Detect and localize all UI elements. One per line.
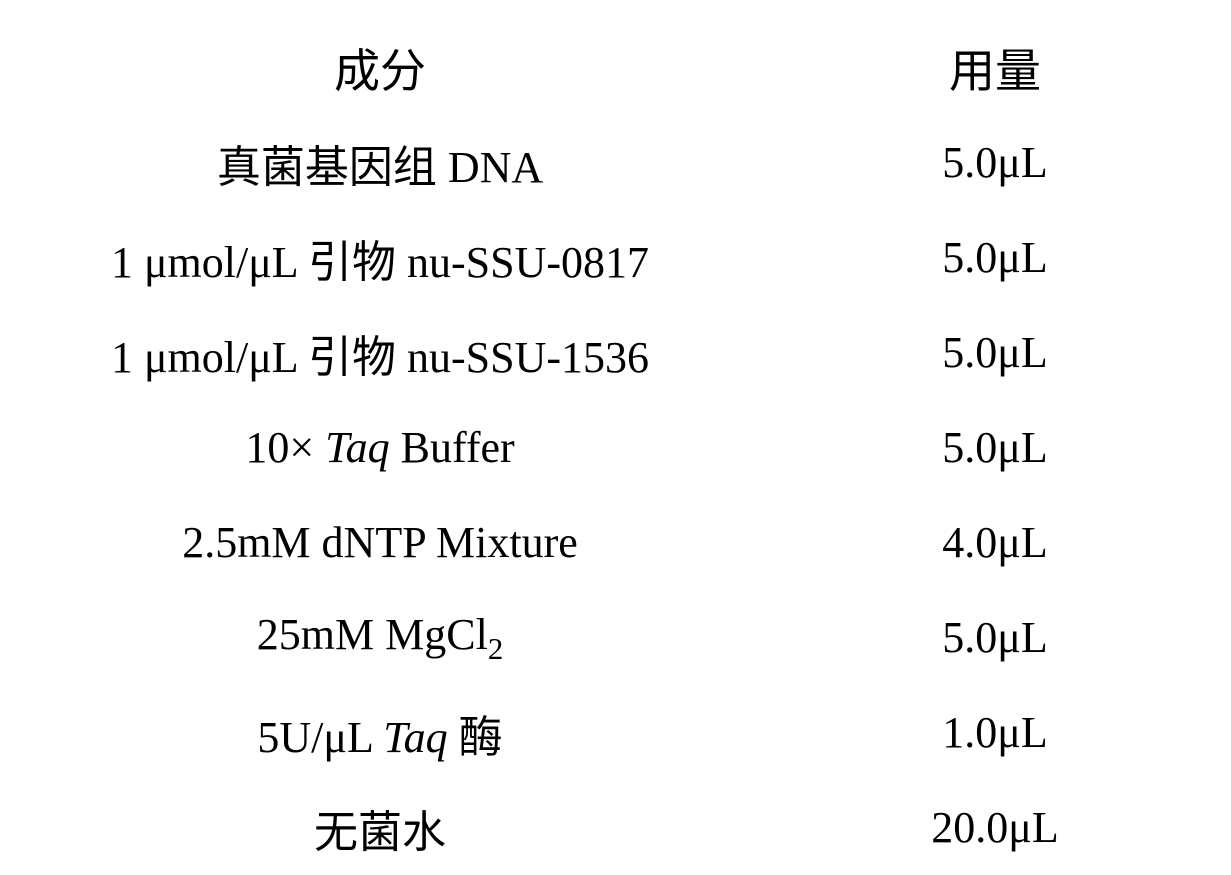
table-row: 5U/μL Taq 酶 1.0μL bbox=[0, 685, 1231, 780]
amount-cell: 5.0μL bbox=[760, 612, 1230, 663]
component-cell: 1 μmol/μL 引物 nu-SSU-1536 bbox=[0, 321, 760, 385]
component-cell: 10× Taq Buffer bbox=[0, 422, 760, 473]
component-cell: 5U/μL Taq 酶 bbox=[0, 701, 760, 765]
table-header-row: 成分 用量 bbox=[0, 20, 1231, 115]
component-prefix: 5U/μL bbox=[257, 713, 383, 762]
table-row: 无菌水 20.0μL bbox=[0, 780, 1231, 875]
amount-cell: 5.0μL bbox=[760, 137, 1230, 188]
amount-cell: 1.0μL bbox=[760, 707, 1230, 758]
table-row: 2.5mM dNTP Mixture 4.0μL bbox=[0, 495, 1231, 590]
component-italic: Taq bbox=[383, 713, 447, 762]
component-suffix: 酶 bbox=[448, 713, 503, 762]
amount-cell: 20.0μL bbox=[760, 802, 1230, 853]
component-subscript: 2 bbox=[488, 631, 503, 665]
amount-cell: 5.0μL bbox=[760, 422, 1230, 473]
amount-cell: 5.0μL bbox=[760, 327, 1230, 378]
component-suffix: Buffer bbox=[390, 423, 515, 472]
component-cell: 25mM MgCl2 bbox=[0, 609, 760, 667]
component-prefix: 10× bbox=[245, 423, 325, 472]
amount-cell: 5.0μL bbox=[760, 232, 1230, 283]
amount-cell: 4.0μL bbox=[760, 517, 1230, 568]
table-row: 25mM MgCl2 5.0μL bbox=[0, 590, 1231, 685]
component-cell: 1 μmol/μL 引物 nu-SSU-0817 bbox=[0, 226, 760, 290]
component-italic: Taq bbox=[325, 423, 389, 472]
table-row: 10× Taq Buffer 5.0μL bbox=[0, 400, 1231, 495]
component-cell: 真菌基因组 DNA bbox=[0, 131, 760, 195]
header-component: 成分 bbox=[0, 35, 760, 101]
table-row: 1 μmol/μL 引物 nu-SSU-0817 5.0μL bbox=[0, 210, 1231, 305]
component-cell: 2.5mM dNTP Mixture bbox=[0, 517, 760, 568]
reagent-table: 成分 用量 真菌基因组 DNA 5.0μL 1 μmol/μL 引物 nu-SS… bbox=[0, 20, 1231, 832]
header-amount: 用量 bbox=[760, 35, 1230, 101]
component-cell: 无菌水 bbox=[0, 796, 760, 860]
table-row: 1 μmol/μL 引物 nu-SSU-1536 5.0μL bbox=[0, 305, 1231, 400]
component-prefix: 25mM MgCl bbox=[257, 610, 488, 659]
table-row: 真菌基因组 DNA 5.0μL bbox=[0, 115, 1231, 210]
